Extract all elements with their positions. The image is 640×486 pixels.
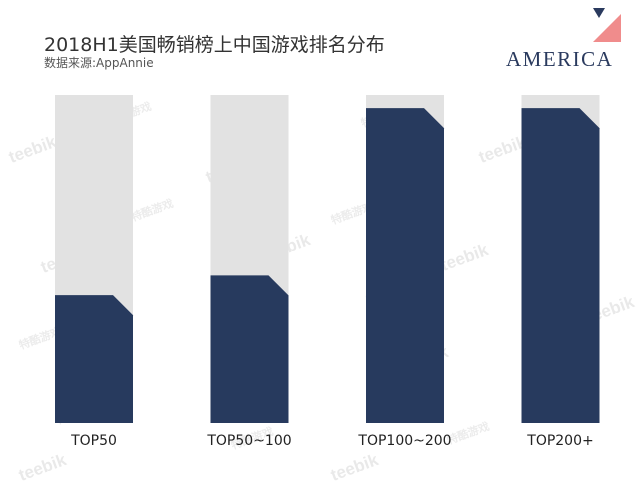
bar-TOP50~100 xyxy=(210,275,289,423)
bar-TOP200+ xyxy=(521,108,600,424)
bar-TOP100~200 xyxy=(366,108,444,424)
chart-subtitle: 数据来源:AppAnnie xyxy=(44,56,154,70)
logo-text: AMERICA xyxy=(506,47,614,71)
chart-title: 2018H1美国畅销榜上中国游戏排名分布 xyxy=(44,34,385,56)
logo-dark-triangle-icon xyxy=(593,8,605,18)
logo-accent-triangle-icon xyxy=(593,14,621,42)
x-tick-label: TOP50~100 xyxy=(206,433,291,449)
x-tick-label: TOP200+ xyxy=(526,433,593,449)
x-tick-label: TOP50 xyxy=(70,433,117,449)
x-tick-label: TOP100~200 xyxy=(357,433,451,449)
bar-TOP50 xyxy=(55,295,133,423)
logo-mark-icon xyxy=(593,8,621,42)
